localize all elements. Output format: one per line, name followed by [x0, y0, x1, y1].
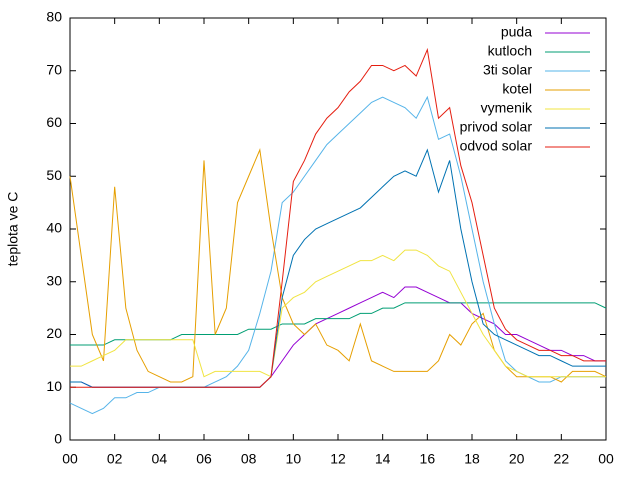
x-tick-label: 16 — [420, 451, 436, 467]
x-tick-label: 00 — [598, 451, 614, 467]
y-axis-label: teplota ve C — [5, 192, 21, 267]
x-tick-label: 00 — [62, 451, 78, 467]
x-tick-label: 20 — [509, 451, 525, 467]
x-tick-label: 08 — [241, 451, 257, 467]
x-tick-label: 12 — [330, 451, 346, 467]
legend-label: kutloch — [488, 43, 532, 59]
legend-label: privod solar — [460, 119, 533, 135]
legend-label: 3ti solar — [483, 62, 532, 78]
line — [70, 148, 606, 388]
x-tick-label: 14 — [375, 451, 391, 467]
y-tick-label: 0 — [54, 431, 62, 447]
x-tick-label: 06 — [196, 451, 212, 467]
legend-label: puda — [501, 24, 532, 40]
y-tick-label: 10 — [46, 378, 62, 394]
x-tick-label: 10 — [286, 451, 302, 467]
x-tick-label: 18 — [464, 451, 480, 467]
y-tick-label: 70 — [46, 61, 62, 77]
y-tick-label: 60 — [46, 114, 62, 130]
line — [69, 148, 607, 383]
y-tick-label: 30 — [46, 272, 62, 288]
y-tick-label: 20 — [46, 325, 62, 341]
line — [70, 47, 606, 388]
x-tick-label: 22 — [554, 451, 570, 467]
legend-label: kotel — [502, 81, 532, 97]
line — [70, 249, 606, 378]
y-tick-label: 80 — [46, 9, 62, 25]
y-tick-label: 50 — [46, 167, 62, 183]
x-tick-label: 02 — [107, 451, 123, 467]
legend-label: vymenik — [481, 100, 533, 116]
legend-label: odvod solar — [460, 138, 533, 154]
x-tick-label: 04 — [152, 451, 168, 467]
y-tick-label: 40 — [46, 220, 62, 236]
